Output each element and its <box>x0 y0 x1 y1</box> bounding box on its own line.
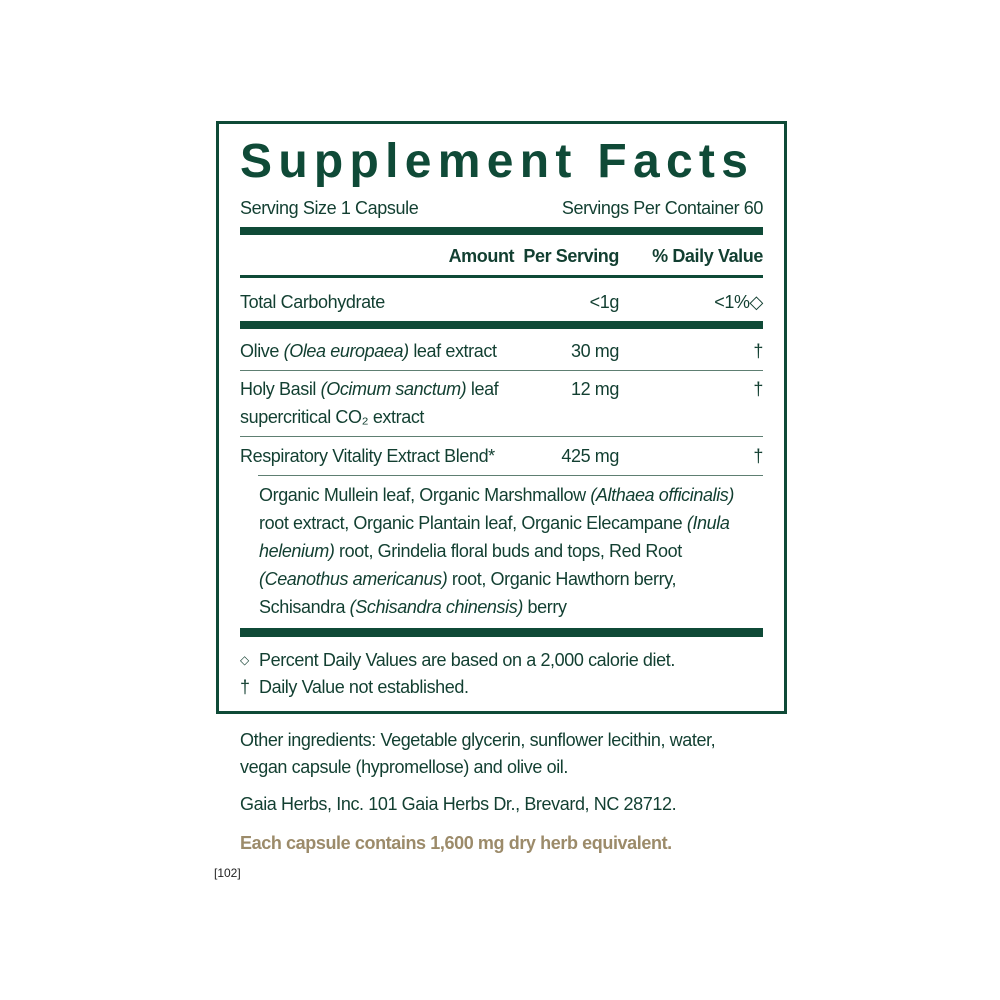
serving-size: Serving Size 1 Capsule <box>240 198 419 218</box>
panel-title: Supplement Facts <box>240 135 755 188</box>
row-amount: 12 mg <box>570 379 619 399</box>
row-name: Total Carbohydrate <box>240 292 385 312</box>
servings-per-container: Servings Per Container 60 <box>561 198 764 218</box>
divider-thin <box>240 436 763 437</box>
label-code: [102] <box>214 866 241 880</box>
row-amount: <1g <box>589 292 620 312</box>
row-name: Olive (Olea europaea) leaf extract <box>240 341 497 361</box>
row-dv: † <box>753 379 763 399</box>
divider-thick <box>240 321 763 329</box>
divider-thick <box>240 227 763 235</box>
row-dv: † <box>753 341 763 361</box>
row-name-line2: supercritical CO₂ extract <box>240 407 425 427</box>
header-amount: Amount Per Serving <box>448 246 620 266</box>
row-amount: 425 mg <box>561 446 619 466</box>
footnote-dv-not-established: † Daily Value not established. <box>240 677 469 697</box>
row-dv: <1%◇ <box>714 292 763 312</box>
divider-thin <box>240 370 763 371</box>
footnote-percent-dv: ◇ Percent Daily Values are based on a 2,0… <box>240 650 675 670</box>
row-dv: † <box>753 446 763 466</box>
divider-thick <box>240 628 763 637</box>
row-name: Holy Basil (Ocimum sanctum) leaf <box>240 379 499 399</box>
other-ingredients-line2: vegan capsule (hypromellose) and olive o… <box>240 757 568 777</box>
divider-thin <box>258 475 763 476</box>
other-ingredients: Other ingredients: Vegetable glycerin, s… <box>240 730 716 750</box>
herb-equivalent-note: Each capsule contains 1,600 mg dry herb … <box>240 833 672 853</box>
row-name: Respiratory Vitality Extract Blend* <box>240 446 495 466</box>
manufacturer-address: Gaia Herbs, Inc. 101 Gaia Herbs Dr., Bre… <box>240 794 677 814</box>
divider-medium <box>240 275 763 278</box>
row-amount: 30 mg <box>570 341 619 361</box>
supplement-facts-panel <box>216 121 787 714</box>
header-daily-value: % Daily Value <box>652 246 763 266</box>
